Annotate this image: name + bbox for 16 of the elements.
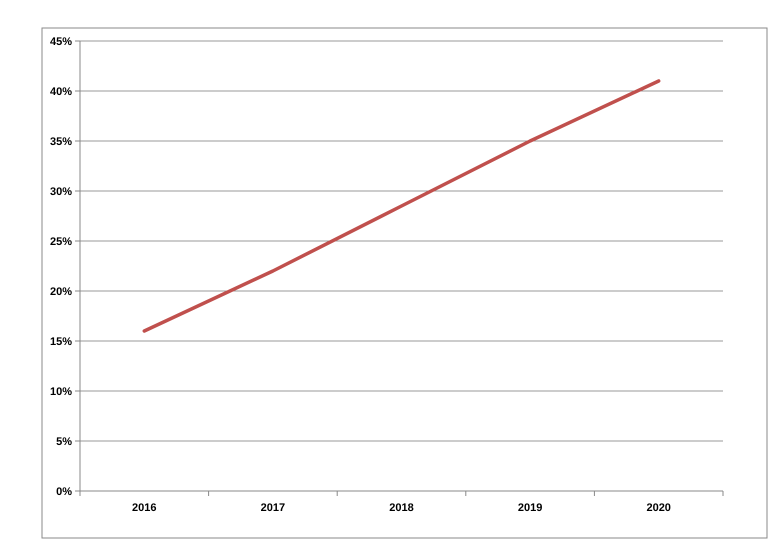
y-tick-label: 10%	[50, 386, 72, 398]
y-tick-label: 25%	[50, 236, 72, 248]
y-tick-label: 30%	[50, 186, 72, 198]
y-tick-label: 15%	[50, 336, 72, 348]
x-tick-label: 2018	[389, 502, 414, 514]
x-tick-label: 2017	[260, 502, 286, 514]
x-tick-label: 2020	[646, 502, 671, 514]
y-tick-label: 5%	[56, 436, 72, 448]
y-tick-label: 0%	[56, 486, 72, 498]
y-tick-label: 40%	[50, 86, 72, 98]
y-tick-label: 20%	[50, 286, 72, 298]
x-tick-label: 2019	[518, 502, 542, 514]
y-tick-label: 45%	[50, 36, 72, 48]
x-tick-label: 2016	[132, 502, 157, 514]
y-tick-label: 35%	[50, 136, 72, 148]
line-series	[142, 79, 660, 333]
